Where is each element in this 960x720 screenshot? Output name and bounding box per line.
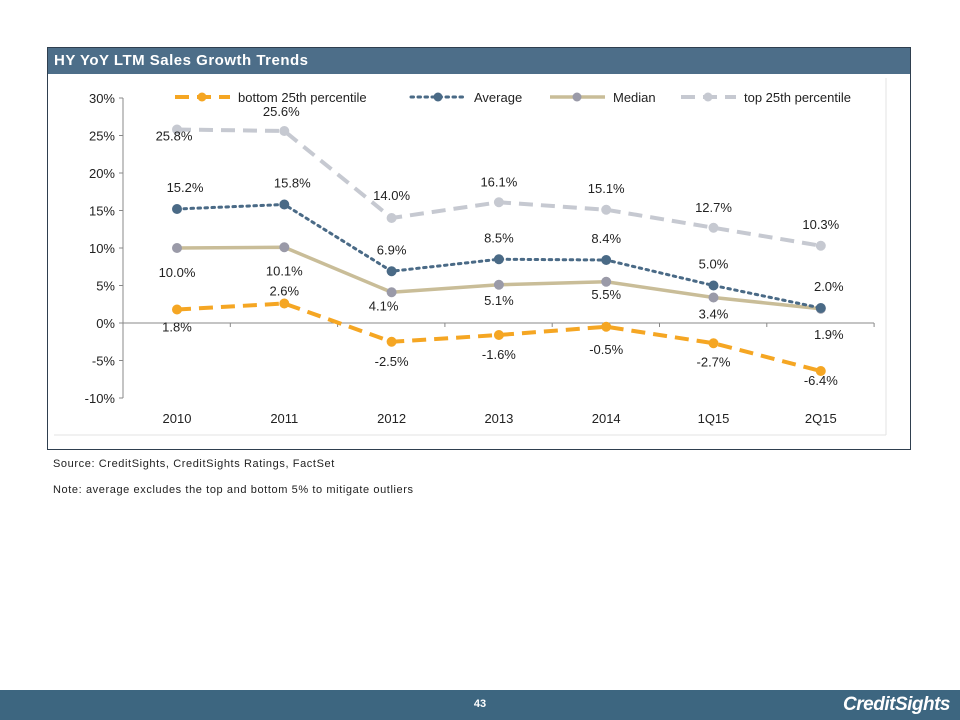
legend-swatch-marker (433, 92, 443, 102)
data-point (386, 336, 397, 347)
data-label: 8.4% (591, 231, 621, 246)
data-point (815, 240, 826, 251)
legend-label: top 25th percentile (744, 90, 851, 105)
source-note: Source: CreditSights, CreditSights Ratin… (53, 458, 335, 470)
data-label: 3.4% (699, 307, 729, 322)
data-point (279, 126, 290, 136)
data-label: 5.1% (484, 293, 514, 308)
line-chart: 30% 25% 20% 15% 10% 5% 0% -5% -10% 2010 2011 2012 20… (54, 78, 887, 436)
data-point (493, 254, 504, 265)
data-point (601, 276, 612, 287)
data-label: -2.7% (697, 354, 731, 369)
y-tick-label: 5% (96, 279, 115, 294)
footer-bar: 43 CreditSights (0, 690, 960, 720)
data-label: 15.1% (588, 181, 625, 196)
data-point (172, 124, 182, 135)
data-point (172, 304, 182, 315)
data-label: 6.9% (377, 242, 407, 257)
data-point (708, 280, 719, 291)
data-point (279, 298, 290, 309)
legend-label: bottom 25th percentile (238, 90, 367, 105)
legend-swatch-marker (572, 92, 582, 102)
y-tick-label: 30% (89, 91, 115, 106)
data-label: 2.6% (269, 284, 299, 299)
data-point (708, 338, 719, 349)
y-tick-label: -10% (85, 391, 116, 406)
data-label: 5.5% (591, 287, 621, 302)
data-point (601, 204, 612, 215)
data-label: 2.0% (814, 279, 844, 294)
data-point (708, 292, 719, 303)
y-tick-label: 20% (89, 166, 115, 181)
data-point (172, 204, 182, 214)
data-label: 10.3% (802, 217, 839, 232)
y-tick-label: 10% (89, 241, 115, 256)
y-tick-label: 0% (96, 316, 115, 331)
x-tick-label: 1Q15 (698, 411, 730, 426)
data-point (708, 222, 719, 233)
data-label: -6.4% (804, 373, 838, 388)
chart-container: HY YoY LTM Sales Growth Trends 30% 25% 20%… (47, 47, 911, 450)
data-point (815, 303, 826, 313)
x-tick-label: 2Q15 (805, 411, 837, 426)
x-tick-label: 2010 (163, 411, 192, 426)
data-label: 1.9% (814, 327, 844, 342)
data-label: 4.1% (369, 298, 399, 313)
data-label: -0.5% (589, 342, 623, 357)
x-tick-label: 2014 (592, 411, 621, 426)
x-tick-label: 2013 (484, 411, 513, 426)
data-label: -1.6% (482, 347, 516, 362)
data-label: -2.5% (375, 354, 409, 369)
legend-swatch-marker (197, 92, 207, 102)
y-tick-label: 25% (89, 129, 115, 144)
data-label: 25.8% (156, 129, 193, 144)
data-point (172, 243, 182, 253)
data-label: 10.1% (266, 263, 303, 278)
data-point (493, 279, 504, 290)
data-label: 1.8% (162, 320, 192, 335)
data-point (601, 255, 612, 265)
data-point (815, 366, 826, 376)
chart-title: HY YoY LTM Sales Growth Trends (48, 48, 910, 74)
creditsights-logo: CreditSights (843, 694, 950, 715)
data-label: 15.8% (274, 176, 311, 191)
data-point (386, 266, 397, 277)
y-tick-label: -5% (92, 354, 116, 369)
data-label: 10.0% (159, 265, 196, 280)
data-point (386, 213, 397, 223)
data-label: 16.1% (480, 174, 517, 189)
data-label: 14.0% (373, 188, 410, 203)
x-tick-label: 2011 (270, 411, 298, 426)
x-tick-label: 2012 (377, 411, 406, 426)
data-label: 25.6% (263, 104, 300, 119)
data-point (279, 199, 290, 210)
data-label: 8.5% (484, 230, 514, 245)
legend-swatch-marker (703, 92, 713, 102)
average-note: Note: average excludes the top and botto… (53, 484, 414, 496)
data-point (386, 287, 397, 298)
data-point (493, 197, 504, 208)
data-point (601, 321, 612, 332)
data-label: 12.7% (695, 200, 732, 215)
page-number: 43 (473, 698, 487, 710)
y-tick-label: 15% (89, 204, 115, 219)
legend-label: Median (613, 90, 656, 105)
data-label: 15.2% (167, 180, 204, 195)
data-point (493, 330, 504, 340)
legend-label: Average (474, 90, 522, 105)
data-label: 5.0% (699, 257, 729, 272)
data-point (279, 242, 290, 253)
